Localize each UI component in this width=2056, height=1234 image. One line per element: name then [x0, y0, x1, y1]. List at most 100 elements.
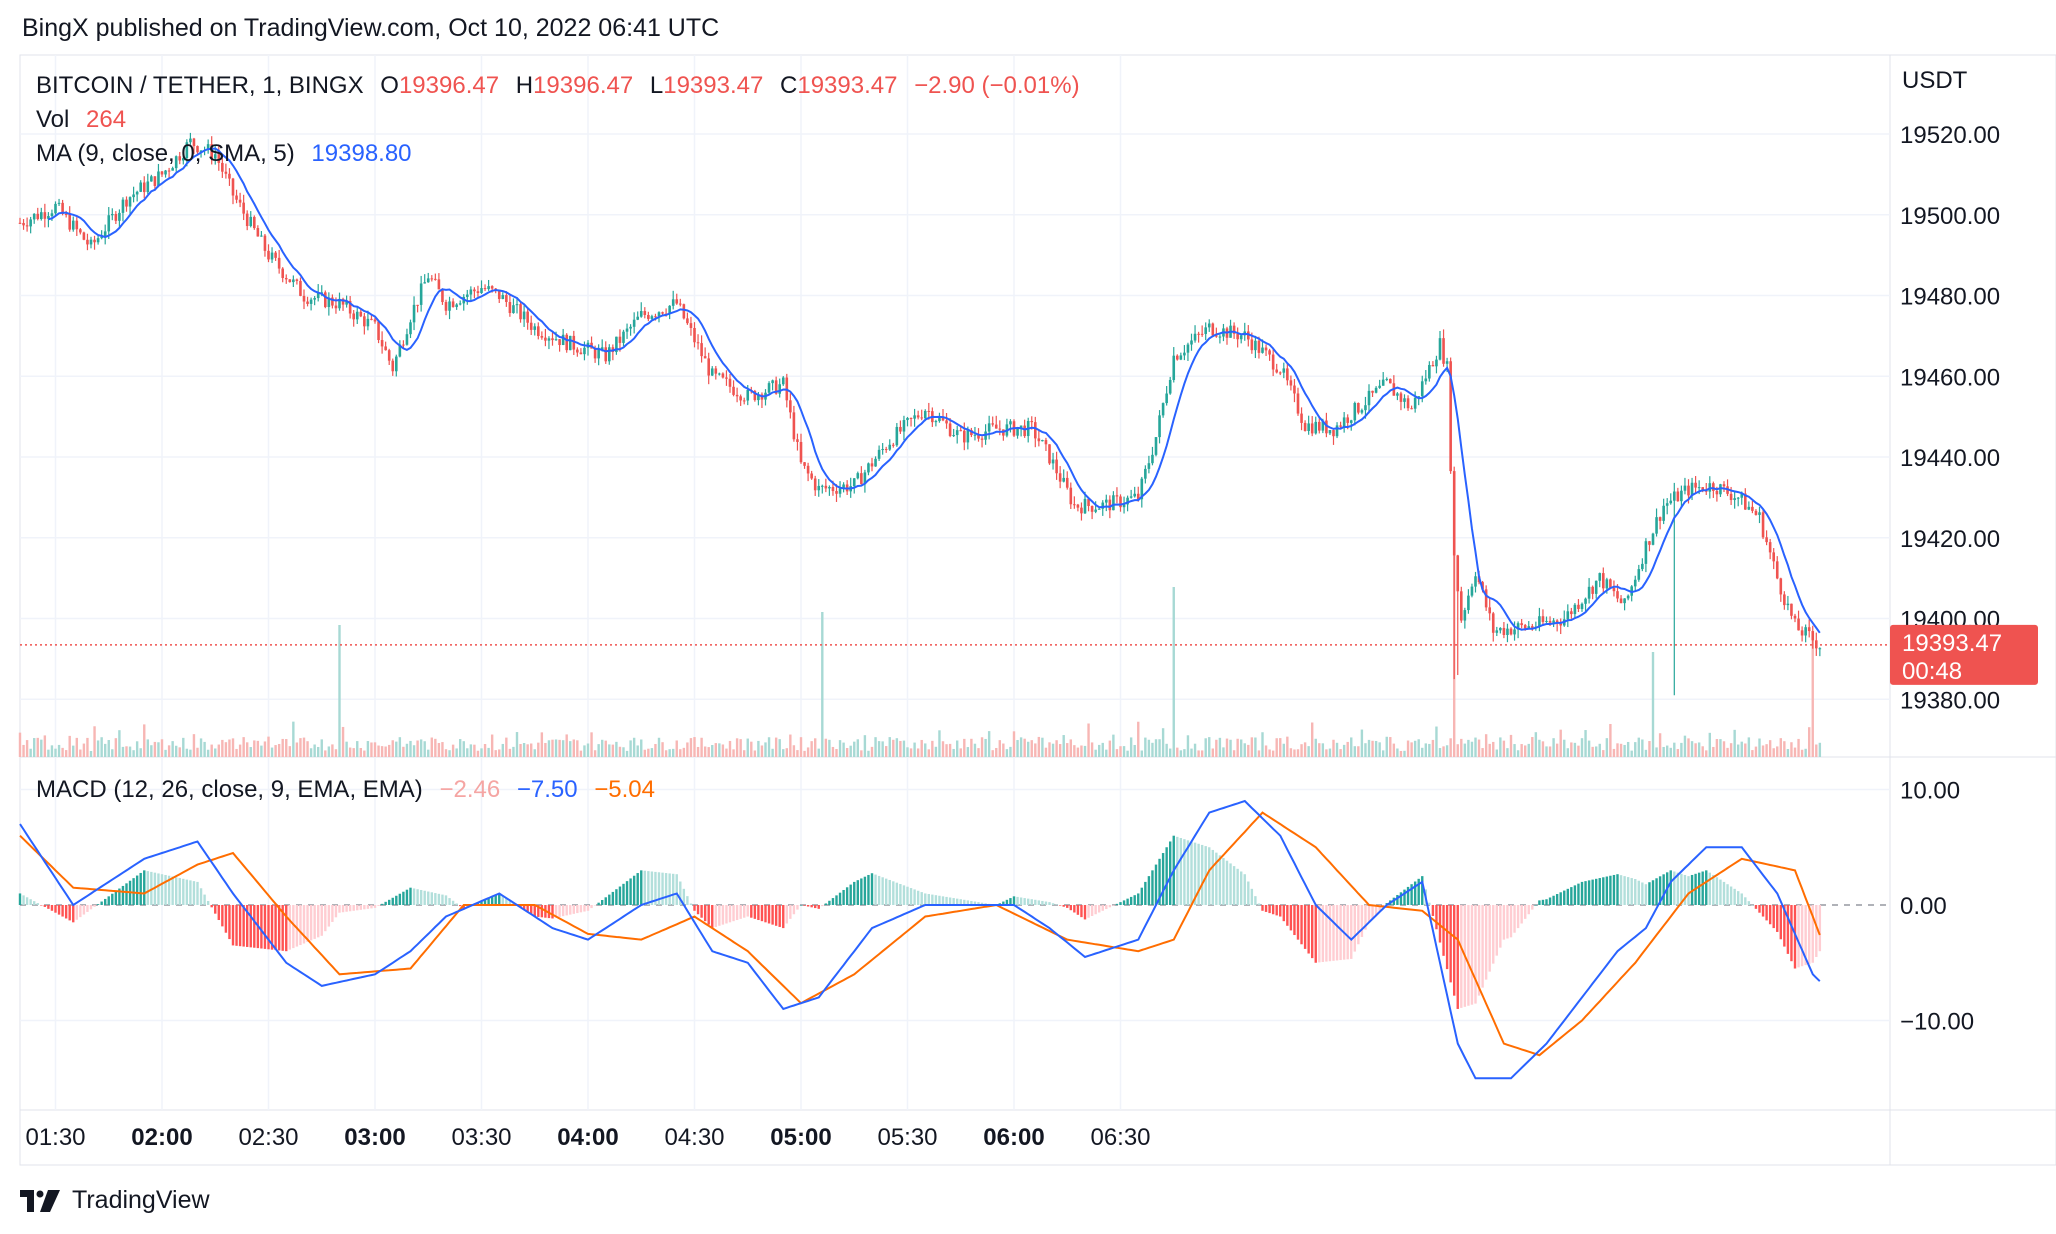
- volume-bar: [1800, 749, 1804, 757]
- volume-bar: [1080, 745, 1083, 757]
- volume-bar: [1083, 745, 1087, 757]
- candle-body: [86, 239, 89, 245]
- macd-histogram-bar: [640, 870, 643, 905]
- macd-axis-tick: 0.00: [1900, 893, 1947, 920]
- macd-histogram-bar: [1751, 905, 1754, 906]
- macd-histogram-bar: [959, 899, 962, 905]
- volume-bar: [295, 742, 299, 757]
- volume-bar: [260, 745, 263, 757]
- legend-close-value: 19393.47: [797, 72, 898, 99]
- candle-body: [884, 449, 888, 451]
- macd-histogram-bar: [1062, 905, 1065, 907]
- volume-bar: [384, 746, 387, 757]
- macd-histogram-bar: [828, 900, 831, 905]
- volume-bar: [1165, 743, 1168, 757]
- volume-bar: [583, 745, 586, 757]
- macd-histogram-bar: [356, 905, 359, 911]
- candle-body: [1594, 580, 1598, 594]
- candle-body: [1751, 506, 1754, 511]
- macd-histogram-bar: [1541, 899, 1545, 905]
- candle-body: [1499, 627, 1502, 631]
- volume-bar: [1023, 738, 1026, 757]
- volume-bar: [1612, 748, 1616, 757]
- legend-macd-label[interactable]: MACD (12, 26, close, 9, EMA, EMA): [36, 776, 423, 803]
- candle-body: [909, 417, 913, 419]
- candle-body: [1133, 493, 1136, 497]
- candle-body: [1609, 579, 1612, 588]
- volume-bar: [1563, 739, 1566, 757]
- macd-histogram-bar: [483, 899, 487, 905]
- legend-symbol[interactable]: BITCOIN / TETHER, 1, BINGX: [36, 72, 364, 99]
- volume-bar: [1058, 744, 1062, 757]
- macd-histogram-bar: [1658, 876, 1662, 905]
- macd-histogram-bar: [270, 905, 274, 950]
- candle-body: [1559, 623, 1562, 626]
- candle-body: [1087, 498, 1090, 507]
- volume-bar: [565, 734, 568, 757]
- macd-histogram-bar: [647, 871, 650, 905]
- volume-bar: [1609, 723, 1612, 757]
- volume-bar: [863, 735, 867, 757]
- macd-histogram-bar: [185, 879, 189, 905]
- macd-histogram-bar: [1428, 902, 1431, 905]
- legend-vol-label[interactable]: Vol: [36, 106, 70, 133]
- volume-bar: [806, 747, 810, 757]
- macd-histogram-bar: [1800, 905, 1804, 967]
- volume-bar: [121, 746, 125, 757]
- volume-bar: [1729, 743, 1733, 757]
- time-axis-tick: 06:00: [983, 1124, 1044, 1151]
- candle-body: [309, 299, 313, 304]
- candle-body: [860, 473, 863, 485]
- volume-bar: [139, 748, 142, 757]
- legend-ma-label[interactable]: MA (9, close, 0, SMA, 5): [36, 140, 295, 167]
- candle-body: [231, 178, 235, 196]
- candle-body: [458, 303, 462, 305]
- volume-bar: [18, 732, 22, 757]
- volume-bar: [50, 745, 54, 757]
- volume-bar: [1140, 750, 1143, 757]
- macd-histogram-bar: [867, 874, 870, 905]
- candle-body: [1353, 402, 1357, 421]
- candle-body: [1744, 493, 1747, 510]
- candle-body: [1371, 390, 1374, 393]
- candle-body: [959, 430, 963, 432]
- macd-histogram-bar: [444, 895, 448, 905]
- candle-body: [142, 182, 146, 193]
- volume-bar: [377, 745, 380, 757]
- candle-body: [423, 282, 426, 284]
- macd-histogram-bar: [1733, 888, 1736, 905]
- footer-brand[interactable]: TradingView: [20, 1186, 210, 1215]
- candle-body: [1460, 591, 1463, 621]
- candle-body: [409, 322, 412, 335]
- volume-bar: [1367, 739, 1371, 757]
- macd-histogram-bar: [551, 905, 554, 919]
- macd-histogram-bar: [1492, 905, 1495, 964]
- macd-histogram-bar: [132, 878, 135, 905]
- candle-body: [238, 199, 242, 203]
- volume-bar: [1051, 743, 1055, 757]
- candle-body: [398, 344, 402, 357]
- macd-histogram-bar: [689, 903, 693, 905]
- macd-histogram-bar: [1012, 896, 1016, 905]
- volume-bar: [469, 744, 473, 757]
- macd-histogram-bar: [1105, 905, 1108, 910]
- volume-bar: [1300, 744, 1303, 757]
- candle-body: [1303, 422, 1307, 431]
- macd-histogram-bar: [1815, 905, 1818, 957]
- volume-bar: [1353, 746, 1356, 757]
- macd-histogram-bar: [835, 895, 838, 905]
- macd-histogram-bar: [1509, 905, 1513, 938]
- macd-histogram-bar: [1754, 905, 1758, 909]
- candle-body: [1648, 541, 1651, 545]
- candle-body: [554, 339, 558, 341]
- volume-bar: [185, 748, 189, 757]
- candle-body: [1364, 405, 1367, 411]
- volume-bar: [153, 741, 157, 757]
- candle-body: [948, 423, 952, 436]
- volume-bar: [160, 739, 164, 757]
- macd-histogram-bar: [1403, 889, 1406, 905]
- macd-histogram-bar: [1108, 905, 1112, 908]
- volume-bar: [721, 744, 725, 757]
- macd-histogram-bar: [796, 905, 799, 910]
